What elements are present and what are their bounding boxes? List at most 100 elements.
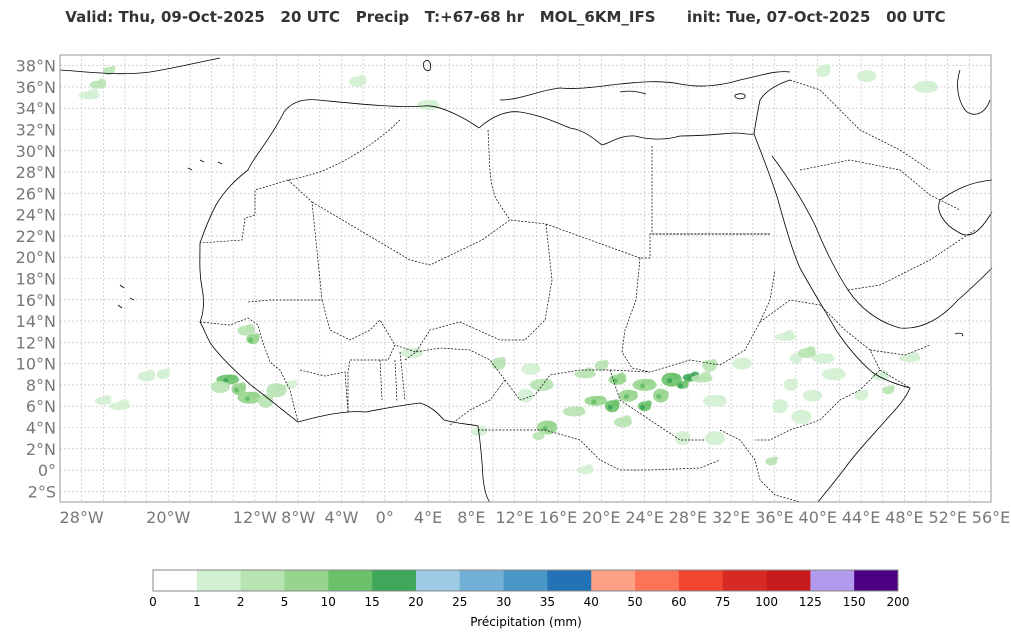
lat-tick-label: 6°N (26, 397, 56, 416)
precip-cell (583, 367, 595, 376)
border-saudi (799, 159, 976, 291)
precip-core (640, 404, 646, 410)
colorbar-tick-label: 0 (149, 595, 157, 609)
precip-field (78, 63, 939, 475)
precip-cell (700, 371, 712, 380)
border-sudan-south-sudan (609, 269, 776, 373)
colorbar-tick-label: 75 (715, 595, 730, 609)
lon-tick-label: 40°E (799, 508, 837, 527)
precip-cell (410, 348, 422, 352)
border-kenya-uganda (719, 429, 801, 503)
lon-tick-label: 44°E (842, 508, 880, 527)
border-ghana-togo-benin (379, 351, 406, 403)
precip-cell (546, 421, 557, 428)
precip-cell (517, 388, 534, 403)
precip-cell (880, 370, 889, 377)
init-date: init: Tue, 07-Oct-2025 (686, 8, 871, 26)
coast-cyprus (734, 93, 746, 100)
colorbar-tick-label: 60 (671, 595, 686, 609)
coastlines (59, 57, 993, 503)
lat-tick-label: 12°N (16, 333, 56, 352)
valid-date: Valid: Thu, 09-Oct-2025 (65, 8, 265, 26)
precip-cell (861, 389, 869, 396)
lon-tick-label: 20°W (146, 508, 190, 527)
precip-cell (821, 353, 833, 358)
colorbar-swatch (547, 570, 592, 591)
lon-tick-label: 4°W (324, 508, 358, 527)
precip-core (686, 375, 692, 381)
precip-cell (791, 377, 799, 386)
lat-tick-label: 16°N (16, 291, 56, 310)
coast-socotra (954, 332, 964, 337)
colorbar-tick-label: 20 (408, 595, 423, 609)
colorbar-swatch (328, 570, 373, 591)
lat-tick-label: 26°N (16, 184, 56, 203)
precip-cell (357, 74, 367, 83)
coast-cape-verde (117, 284, 135, 309)
lat-tick-label: 0° (38, 461, 56, 480)
country-borders (199, 79, 976, 503)
border-algeria-mali (311, 201, 547, 266)
precip-core (542, 426, 548, 431)
precip-cell (712, 394, 725, 401)
lat-tick-label: 28°N (16, 163, 56, 182)
precip-core (667, 378, 673, 384)
lon-tick-label: 56°E (972, 508, 1010, 527)
colorbar-frame (152, 569, 899, 592)
graticule (59, 55, 992, 502)
precip-cell (239, 382, 247, 391)
colorbar-swatch (810, 570, 855, 591)
lat-tick-label: 2°N (26, 440, 56, 459)
border-iraq (789, 79, 931, 171)
border-nigeria (404, 347, 506, 426)
colorbar-swatch (196, 570, 241, 591)
map-frame (59, 54, 992, 503)
precip-core (244, 396, 250, 402)
model-name: MOL_6KM_IFS (539, 8, 656, 26)
colorbar-swatch (722, 570, 767, 591)
precip-cell (627, 390, 638, 395)
lat-tick-label: 34°N (16, 99, 56, 118)
lon-tick-label: 24°E (625, 508, 663, 527)
field-name: Precip (355, 8, 410, 26)
precip-core (248, 337, 254, 343)
precip-cell (660, 390, 669, 395)
colorbar-swatch (284, 570, 329, 591)
precip-core (677, 383, 683, 389)
precip-cell (498, 356, 507, 365)
precip-cell (275, 384, 286, 391)
colorbar-tick-label: 1 (193, 595, 201, 609)
lat-tick-label: 4°N (26, 419, 56, 438)
lat-tick-label: 24°N (16, 206, 56, 225)
border-somalia (869, 344, 931, 389)
colorbar-tick-label: 30 (496, 595, 511, 609)
precip-cell (865, 71, 876, 76)
precip-cell (682, 433, 691, 438)
precip-cell (924, 80, 937, 87)
precip-cell (811, 390, 822, 395)
lat-tick-label: 14°N (16, 312, 56, 331)
precip-cell (783, 330, 795, 339)
precip-core (613, 378, 619, 384)
precip-cell (572, 406, 584, 411)
colorbar-tick-label: 15 (364, 595, 379, 609)
border-congo (478, 429, 721, 471)
precip-cell (741, 358, 751, 363)
colorbar-swatch (503, 570, 548, 591)
precip-cell (601, 359, 609, 366)
precip-core (623, 394, 629, 400)
colorbar: 0 1 2 5 10 15 20 25 30 35 40 50 60 75 100 125 150 200 (149, 569, 909, 609)
precip-cell (539, 378, 552, 385)
colorbar-swatch (854, 570, 899, 591)
border-mali-burkina (321, 299, 396, 412)
border-chad-sudan (621, 257, 651, 373)
lon-tick-label: 28°E (669, 508, 707, 527)
precip-cell (908, 351, 920, 360)
precip-cell (219, 382, 230, 387)
precip-cell (617, 372, 627, 381)
precip-cell (823, 63, 831, 72)
border-morocco-algeria (287, 119, 401, 181)
precip-cell (253, 333, 260, 340)
precip-cell (247, 391, 260, 398)
